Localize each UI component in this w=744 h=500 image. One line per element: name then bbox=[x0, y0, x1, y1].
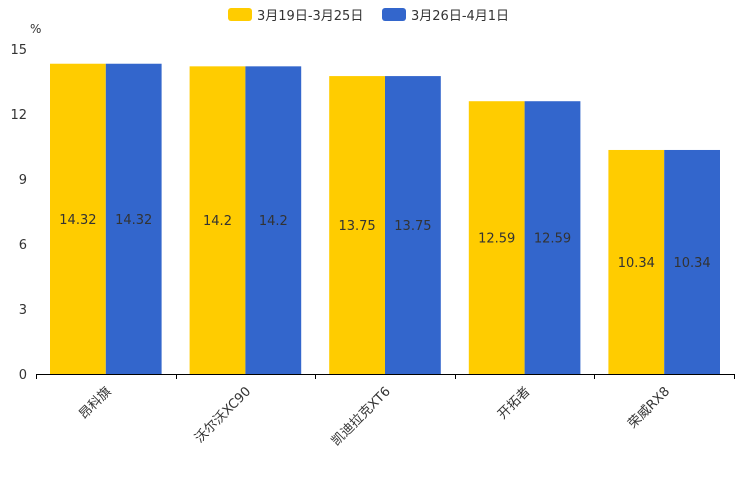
bar[interactable] bbox=[468, 101, 525, 374]
x-tick-label: 凯迪拉克XT6 bbox=[329, 384, 394, 449]
y-tick-label: 3 bbox=[19, 303, 27, 318]
bars: 14.32 14.32 14.2 14.2 13.75 13.75 12.59 12.59 10… bbox=[50, 63, 720, 374]
data-label: 14.2 bbox=[203, 214, 232, 229]
legend-label[interactable]: 3月19日-3月25日 bbox=[257, 9, 363, 24]
bar[interactable] bbox=[608, 149, 665, 374]
y-tick-label: 12 bbox=[10, 108, 27, 123]
x-axis: 昂科旗 沃尔沃XC90 凯迪拉克XT6 开拓者 荣威RX8 bbox=[36, 374, 735, 449]
bar[interactable] bbox=[385, 76, 441, 374]
data-label: 13.75 bbox=[338, 219, 375, 234]
data-label: 12.59 bbox=[478, 232, 515, 247]
data-label: 14.32 bbox=[59, 213, 96, 228]
legend-label[interactable]: 3月26日-4月1日 bbox=[411, 9, 509, 24]
bar[interactable] bbox=[524, 101, 581, 374]
bar[interactable] bbox=[664, 149, 720, 374]
data-label: 14.2 bbox=[259, 214, 288, 229]
bar[interactable] bbox=[50, 63, 106, 374]
data-label: 13.75 bbox=[394, 219, 431, 234]
x-tick-label: 荣威RX8 bbox=[625, 384, 673, 432]
legend: 3月19日-3月25日 3月26日-4月1日 bbox=[228, 8, 509, 24]
data-label: 12.59 bbox=[534, 232, 571, 247]
bar[interactable] bbox=[189, 66, 246, 374]
y-tick-label: 9 bbox=[19, 173, 27, 188]
data-label: 14.32 bbox=[115, 213, 152, 228]
y-axis-unit: % bbox=[30, 22, 41, 36]
bar[interactable] bbox=[105, 63, 162, 374]
y-tick-label: 0 bbox=[19, 368, 27, 383]
x-tick-label: 开拓者 bbox=[495, 384, 533, 422]
legend-swatch[interactable] bbox=[228, 8, 252, 21]
y-tick-label: 6 bbox=[19, 238, 27, 253]
data-label: 10.34 bbox=[618, 256, 655, 271]
legend-swatch[interactable] bbox=[382, 8, 406, 21]
bar[interactable] bbox=[245, 66, 302, 374]
y-tick-label: 15 bbox=[10, 43, 27, 58]
x-tick-label: 昂科旗 bbox=[76, 384, 115, 423]
bar[interactable] bbox=[329, 76, 385, 374]
y-axis: 0 3 6 9 12 15 bbox=[10, 43, 27, 383]
x-tick-label: 沃尔沃XC90 bbox=[192, 384, 254, 446]
data-label: 10.34 bbox=[673, 256, 710, 271]
